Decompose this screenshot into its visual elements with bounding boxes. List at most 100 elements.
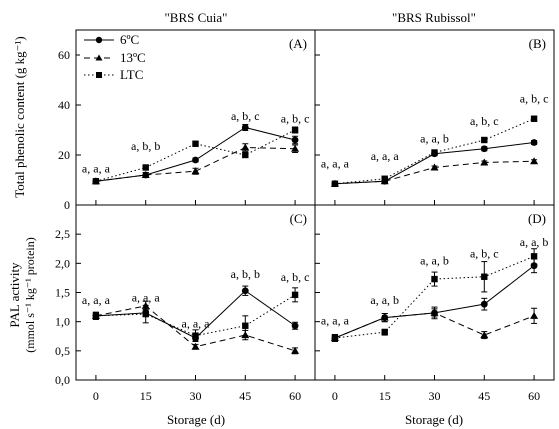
panel-2: (B) a, a, a a, a, a a, a, b a, b, c a, b, c xyxy=(314,29,555,206)
significance-label: a, a, a xyxy=(321,314,350,328)
data-point-6c xyxy=(530,139,538,146)
significance-label: a, b, c xyxy=(470,114,499,128)
y-tick-label: 0,0 xyxy=(55,373,70,387)
data-point-ltc xyxy=(530,115,538,122)
column-title-rubissol: "BRS Rubissol" xyxy=(392,10,476,25)
data-point-ltc xyxy=(291,126,299,134)
y-axis-label-pal-line1: PAL activity xyxy=(7,262,22,328)
significance-label: a, a, b xyxy=(520,235,549,249)
significance-label: a, a, b xyxy=(420,132,449,146)
data-point-ltc xyxy=(92,312,100,320)
data-point-ltc xyxy=(192,332,199,339)
data-point-13c xyxy=(191,167,200,175)
x-tick-label: 0 xyxy=(332,389,338,403)
significance-label: a, b, c xyxy=(281,270,310,284)
data-point-ltc xyxy=(381,175,388,182)
y-tick-label: 0,5 xyxy=(55,344,70,358)
significance-label: a, a, a xyxy=(82,293,111,307)
significance-label: a, a, a xyxy=(82,162,111,176)
y-tick-label: 20 xyxy=(58,148,70,162)
panel-4: 0 15 30 45 60 (D) a, a, a a, a, b a, a, b a, b, c… xyxy=(314,204,555,403)
x-tick-label: 0 xyxy=(93,389,99,403)
x-tick-label: 60 xyxy=(289,389,301,403)
data-point-ltc xyxy=(331,180,339,187)
column-title-cuia: "BRS Cuia" xyxy=(165,10,228,25)
data-point-13c xyxy=(291,144,300,152)
data-point-6c xyxy=(241,287,249,295)
data-point-13c xyxy=(430,163,439,171)
data-point-ltc xyxy=(142,310,149,318)
data-point-13c xyxy=(530,157,539,165)
series-line-13c xyxy=(95,146,296,182)
data-point-6c xyxy=(291,136,299,144)
data-point-6c xyxy=(480,145,488,153)
legend-marker-13c xyxy=(95,54,103,61)
panel-frame xyxy=(314,204,555,381)
y-axis-label-pal-line2: (mmol s⁻¹ kg⁻¹ protein) xyxy=(23,237,37,353)
x-tick-label: 15 xyxy=(379,389,391,403)
x-tick-label: 45 xyxy=(478,389,490,403)
significance-label: a, b, b xyxy=(231,267,260,281)
data-point-ltc xyxy=(142,164,149,171)
panel-label: (C) xyxy=(290,211,307,226)
data-point-13c xyxy=(430,308,439,316)
significance-label: a, a, a xyxy=(371,149,400,163)
significance-label: a, b, c xyxy=(470,247,499,261)
data-point-6c xyxy=(192,156,199,164)
data-point-6c xyxy=(241,124,249,131)
x-tick-label: 15 xyxy=(140,389,152,403)
significance-label: a, b, c xyxy=(281,112,310,126)
data-point-13c xyxy=(191,342,200,350)
series-line-6c xyxy=(334,142,535,185)
x-axis-label-right: Storage (d) xyxy=(405,412,463,427)
x-axis-label-left: Storage (d) xyxy=(167,412,225,427)
data-point-6c xyxy=(480,300,488,308)
x-tick-label: 30 xyxy=(190,389,202,403)
data-point-ltc xyxy=(242,322,249,329)
data-point-13c xyxy=(291,346,300,354)
significance-label: a, a, b xyxy=(420,254,449,268)
panel-frame xyxy=(75,204,316,381)
data-point-ltc xyxy=(92,178,100,185)
data-point-13c xyxy=(241,143,250,151)
y-tick-label: 1,0 xyxy=(55,315,70,329)
significance-label: a, b, b xyxy=(131,139,160,153)
data-point-6c xyxy=(291,322,299,330)
data-point-13c xyxy=(380,313,389,321)
y-tick-label: 60 xyxy=(58,48,70,62)
y-tick-label: 2,5 xyxy=(55,227,70,241)
data-point-ltc xyxy=(291,291,299,299)
y-axis-label-phenolic: Total phenolic content (g kg⁻¹) xyxy=(12,36,27,197)
data-point-ltc xyxy=(192,140,199,147)
data-point-ltc xyxy=(381,328,388,336)
series-line-ltc xyxy=(334,255,535,339)
data-point-ltc xyxy=(242,151,249,159)
legend: 6ºC 13ºC LTC xyxy=(80,32,164,86)
legend-marker-6c xyxy=(95,36,103,44)
panel-frame xyxy=(314,29,555,206)
significance-label: a, a, a xyxy=(321,157,350,171)
significance-label: a, a, b xyxy=(370,293,399,307)
x-tick-label: 45 xyxy=(239,389,251,403)
data-point-ltc xyxy=(481,136,488,144)
data-point-ltc xyxy=(431,275,438,283)
legend-marker-ltc xyxy=(96,72,102,78)
y-tick-label: 2,0 xyxy=(55,256,70,270)
data-point-13c xyxy=(480,158,489,166)
panel-label: (B) xyxy=(529,36,546,51)
data-point-ltc xyxy=(331,334,339,342)
y-tick-label: 0 xyxy=(64,198,70,212)
data-point-ltc xyxy=(481,273,488,280)
significance-label: a, b, c xyxy=(231,109,260,123)
series-line-ltc xyxy=(334,118,535,185)
significance-label: a, a, a xyxy=(182,317,211,331)
data-point-13c xyxy=(480,331,489,339)
legend-label-6c: 6ºC xyxy=(120,32,139,47)
data-point-13c xyxy=(141,171,150,178)
y-tick-label: 40 xyxy=(58,98,70,112)
legend-label-13c: 13ºC xyxy=(120,50,146,65)
data-point-ltc xyxy=(431,149,438,156)
x-tick-label: 60 xyxy=(528,389,540,403)
data-point-ltc xyxy=(530,253,538,260)
